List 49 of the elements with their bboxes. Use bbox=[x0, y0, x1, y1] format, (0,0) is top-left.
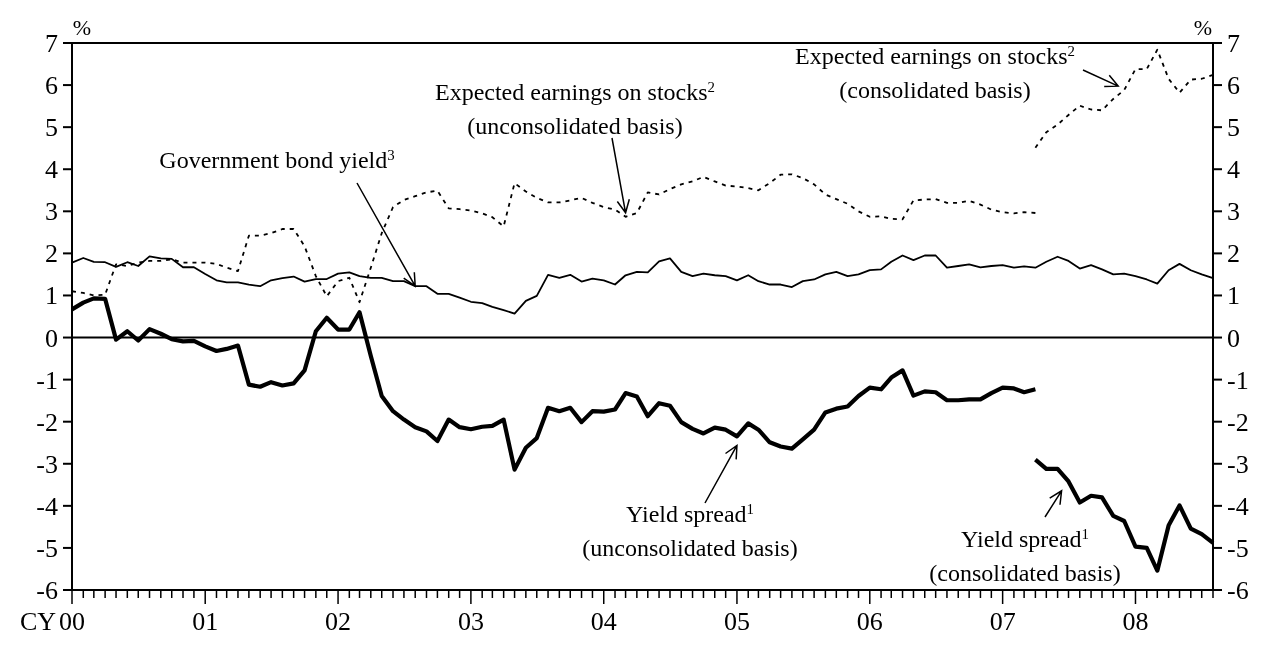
y2-tick-label: 3 bbox=[1227, 197, 1240, 227]
y2-tick-label: 4 bbox=[1227, 155, 1240, 185]
y2-tick-label: 0 bbox=[1227, 323, 1240, 353]
y-tick-label: -5 bbox=[36, 533, 58, 563]
annotation: Yield spread$^{1}$ bbox=[625, 501, 755, 527]
x-tick-label: 04 bbox=[590, 607, 617, 636]
y-tick-label: 6 bbox=[45, 71, 58, 101]
annotation: Yield spread$^{1}$ bbox=[960, 526, 1090, 552]
y-tick-label: 5 bbox=[45, 113, 58, 143]
annotation: (consolidated basis) bbox=[929, 560, 1121, 586]
annotation: (unconsolidated basis) bbox=[582, 535, 798, 561]
y-tick-label: 2 bbox=[45, 239, 58, 269]
y2-tick-label: 7 bbox=[1227, 29, 1240, 58]
annotation: Expected earnings on stocks$^{2}$ bbox=[794, 43, 1076, 69]
y2-tick-label: -2 bbox=[1227, 407, 1249, 437]
x-tick-label: 02 bbox=[325, 607, 352, 636]
x-tick-label: 06 bbox=[856, 607, 883, 636]
y2-tick-label: -4 bbox=[1227, 491, 1249, 521]
annotation: Expected earnings on stocks$^{2}$ bbox=[434, 79, 716, 105]
y2-tick-label: -5 bbox=[1227, 533, 1249, 563]
y2-axis-title: % bbox=[1193, 15, 1213, 40]
x-tick-label: 08 bbox=[1122, 607, 1149, 636]
y-axis-title: % bbox=[72, 15, 92, 40]
y-tick-label: 7 bbox=[45, 29, 58, 58]
y-tick-label: -6 bbox=[36, 576, 58, 605]
y-tick-label: 0 bbox=[45, 323, 58, 353]
x-tick-label: 01 bbox=[192, 607, 219, 636]
y-tick-label: -1 bbox=[36, 365, 58, 395]
y-tick-label: -4 bbox=[36, 491, 58, 521]
y-tick-label: 3 bbox=[45, 197, 58, 227]
y-tick-label: -2 bbox=[36, 407, 58, 437]
x-axis-title: CY bbox=[19, 607, 57, 636]
y2-tick-label: -6 bbox=[1227, 576, 1249, 605]
y2-tick-label: 1 bbox=[1227, 281, 1240, 311]
y2-tick-label: -1 bbox=[1227, 365, 1249, 395]
y-tick-label: 4 bbox=[45, 155, 58, 185]
y-tick-label: 1 bbox=[45, 281, 58, 311]
y2-tick-label: -3 bbox=[1227, 449, 1249, 479]
x-tick-label: 00 bbox=[59, 607, 85, 636]
x-tick-label: 05 bbox=[723, 607, 750, 636]
x-tick-label: 07 bbox=[989, 607, 1016, 636]
y2-tick-label: 6 bbox=[1227, 71, 1240, 101]
x-tick-label: 03 bbox=[457, 607, 484, 636]
y2-tick-label: 2 bbox=[1227, 239, 1240, 269]
y2-tick-label: 5 bbox=[1227, 113, 1240, 143]
annotation: (unconsolidated basis) bbox=[467, 113, 683, 139]
y-tick-label: -3 bbox=[36, 449, 58, 479]
annotation: Government bond yield$^{3}$ bbox=[159, 147, 395, 173]
annotation: (consolidated basis) bbox=[839, 77, 1031, 103]
